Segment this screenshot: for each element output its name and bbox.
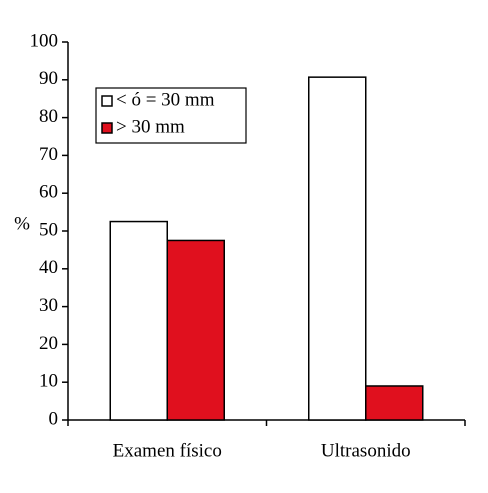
bar <box>365 385 424 421</box>
y-axis-label: % <box>14 213 30 234</box>
y-tick-label: 90 <box>39 68 58 89</box>
y-tick-label: 60 <box>39 182 58 203</box>
y-tick-label: 70 <box>39 144 58 165</box>
y-tick-label: 50 <box>39 219 58 240</box>
legend-swatch <box>101 95 113 107</box>
bar <box>109 220 168 421</box>
legend-label: > 30 mm <box>116 116 185 137</box>
y-tick-label: 40 <box>39 257 58 278</box>
y-tick-label: 80 <box>39 106 58 127</box>
bar <box>308 76 367 421</box>
x-tick-label: Ultrasonido <box>321 440 411 461</box>
y-tick-label: 10 <box>39 371 58 392</box>
legend-swatch <box>101 122 113 134</box>
legend-label: < ó = 30 mm <box>116 89 215 110</box>
y-tick-label: 0 <box>49 408 59 429</box>
y-tick-label: 30 <box>39 295 58 316</box>
y-tick-label: 20 <box>39 333 58 354</box>
x-tick-label: Examen físico <box>113 440 222 461</box>
y-tick-label: 100 <box>30 30 59 51</box>
legend-box <box>95 87 247 144</box>
bar <box>166 239 225 421</box>
